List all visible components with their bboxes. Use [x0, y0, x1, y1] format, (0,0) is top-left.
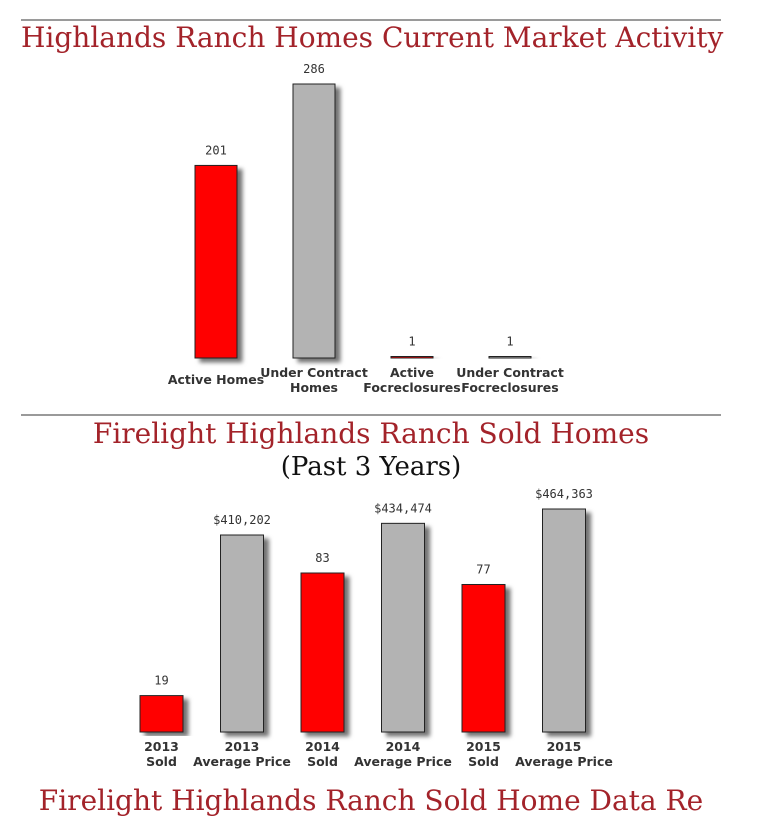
value-label-2015-average-price: $464,363 [535, 487, 593, 501]
value-label-2014-sold: 83 [315, 551, 329, 565]
category-label-active-focreclosures: Active Focreclosures [363, 365, 460, 395]
bar-2014-sold [300, 572, 345, 733]
category-label-2014-sold: 2014 Sold [305, 739, 340, 769]
chart2-title: Firelight Highlands Ranch Sold Homes [92, 417, 650, 450]
chart2-subtitle: (Past 3 Years) [280, 452, 462, 482]
value-label-active-focreclosures: 1 [408, 335, 415, 349]
value-label-under-contract-focreclosures: 1 [506, 335, 513, 349]
sold-homes-chart: 19 2013 Sold $410,202 2013 Average Price 83 201… [139, 487, 613, 769]
bar-active-focreclosures [390, 356, 434, 359]
bar-2015-average-price [542, 508, 586, 733]
top-divider [21, 19, 721, 21]
bar-2013-average-price [220, 534, 264, 733]
bar-under-contract-focreclosures [488, 356, 532, 359]
category-label-2013-sold: 2013 Sold [144, 739, 179, 769]
bar-2013-sold [139, 695, 184, 733]
next-section-title: Firelight Highlands Ranch Sold Home Data… [38, 784, 704, 817]
category-label-under-contract-focreclosures: Under Contract Focreclosures [456, 365, 564, 395]
bar-active-homes [194, 164, 238, 359]
value-label-under-contract-homes: 286 [303, 62, 325, 76]
value-label-2014-average-price: $434,474 [374, 501, 432, 515]
bar-under-contract-homes [292, 83, 336, 359]
category-label-active-homes: Active Homes [168, 372, 264, 387]
category-label-under-contract-homes: Under Contract Homes [260, 365, 368, 395]
category-label-2013-average-price: 2013 Average Price [193, 739, 291, 769]
bar-2014-average-price [381, 522, 425, 733]
market-activity-chart: 201 Active Homes 286 Under Contract Homes 1 Ac… [168, 62, 564, 395]
bar-2015-sold [461, 583, 506, 733]
value-label-2013-sold: 19 [154, 674, 168, 688]
middle-divider [21, 414, 721, 416]
value-label-2015-sold: 77 [476, 562, 490, 576]
category-label-2014-average-price: 2014 Average Price [354, 739, 452, 769]
value-label-active-homes: 201 [205, 143, 227, 157]
category-label-2015-average-price: 2015 Average Price [515, 739, 613, 769]
value-label-2013-average-price: $410,202 [213, 513, 271, 527]
category-label-2015-sold: 2015 Sold [466, 739, 501, 769]
chart1-title: Highlands Ranch Homes Current Market Act… [21, 21, 724, 54]
